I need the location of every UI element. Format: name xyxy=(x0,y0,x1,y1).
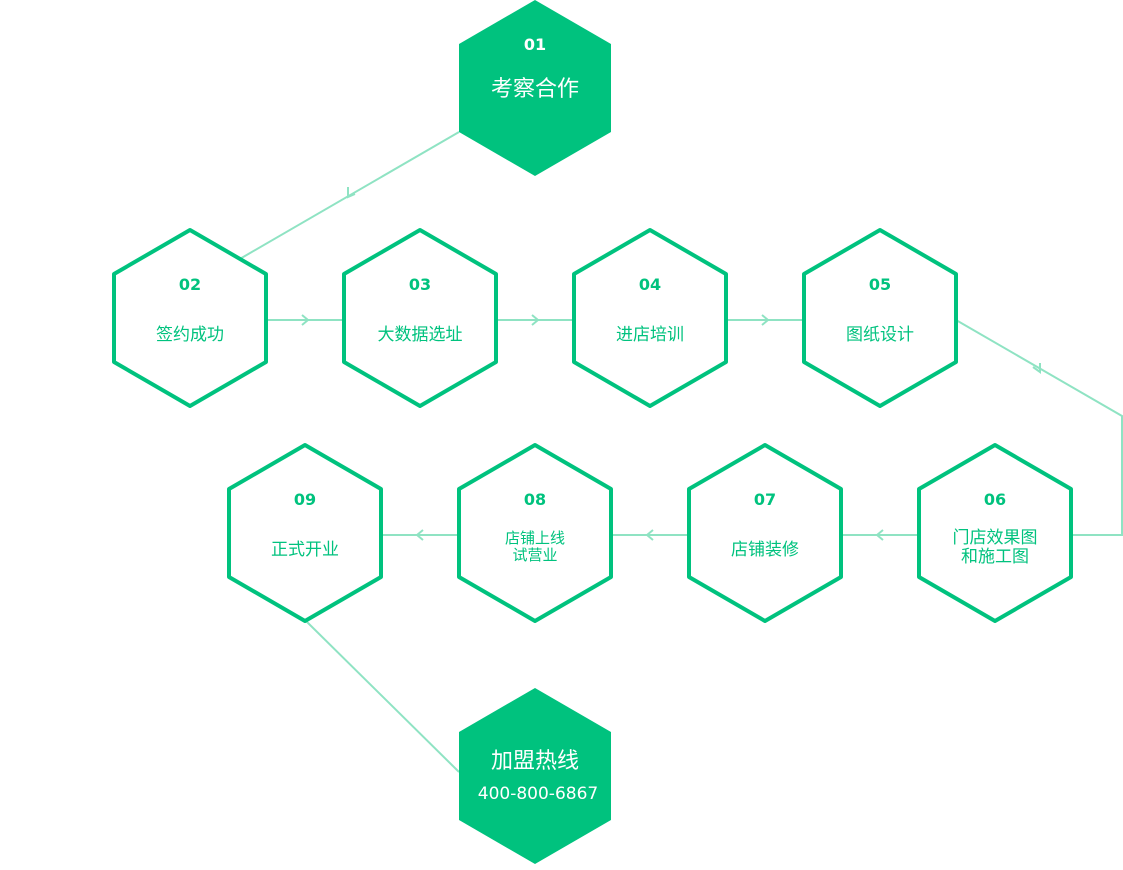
step-hexagon xyxy=(457,443,613,623)
step-04: 04 进店培训 xyxy=(572,228,728,408)
connector-04-05-arrow xyxy=(761,314,770,326)
step-number: 04 xyxy=(639,275,661,294)
step-label-line: 签约成功 xyxy=(156,325,224,345)
connector-05-06-arrow xyxy=(1032,363,1041,374)
step-03: 03 大数据选址 xyxy=(342,228,498,408)
step-number: 09 xyxy=(294,490,316,509)
step-07: 07 店铺装修 xyxy=(687,443,843,623)
step-05: 05 图纸设计 xyxy=(802,228,958,408)
step-hexagon xyxy=(459,0,611,176)
connector-06-07-arrow xyxy=(875,529,884,541)
step-02: 02 签约成功 xyxy=(112,228,268,408)
hotline-phone: 400-800-6867 xyxy=(478,784,598,804)
step-label-line: 考察合作 xyxy=(491,77,579,102)
hotline-title: 加盟热线 xyxy=(491,749,579,774)
step-number: 03 xyxy=(409,275,431,294)
step-hexagon xyxy=(687,443,843,623)
nodes: 01 考察合作 02 签约成功 03 大数据选址 04 进店培训 05 图纸设计 06 门店效果图和施… xyxy=(112,0,1073,864)
step-hexagon xyxy=(917,443,1073,623)
step-number: 08 xyxy=(524,490,546,509)
step-label-line: 正式开业 xyxy=(271,540,339,560)
step-hexagon xyxy=(342,228,498,408)
step-number: 01 xyxy=(524,35,546,54)
step-01: 01 考察合作 xyxy=(459,0,611,176)
step-label-line: 图纸设计 xyxy=(846,325,914,345)
step-label-line: 店铺上线 xyxy=(505,529,565,547)
step-hexagon xyxy=(572,228,728,408)
step-hexagon xyxy=(227,443,383,623)
connector-09-hotline xyxy=(304,619,460,773)
step-number: 05 xyxy=(869,275,891,294)
hotline-hexagon xyxy=(459,688,611,864)
step-label-line: 和施工图 xyxy=(961,547,1029,567)
step-label-line: 试营业 xyxy=(512,546,557,564)
step-hexagon xyxy=(112,228,268,408)
step-label-line: 大数据选址 xyxy=(378,325,463,345)
step-label-line: 门店效果图 xyxy=(953,528,1038,548)
step-number: 06 xyxy=(984,490,1006,509)
step-number: 07 xyxy=(754,490,776,509)
step-label-line: 进店培训 xyxy=(616,325,684,345)
connector-03-04-arrow xyxy=(531,314,540,326)
connector-01-02-arrow xyxy=(347,187,356,199)
step-09: 09 正式开业 xyxy=(227,443,383,623)
connectors xyxy=(237,131,1123,773)
step-label-line: 店铺装修 xyxy=(731,540,799,560)
connector-07-08-arrow xyxy=(645,529,654,541)
step-number: 02 xyxy=(179,275,201,294)
connector-02-03-arrow xyxy=(301,314,310,326)
hotline-badge: 加盟热线 400-800-6867 xyxy=(459,688,611,864)
step-hexagon xyxy=(802,228,958,408)
connector-08-09-arrow xyxy=(415,529,424,541)
